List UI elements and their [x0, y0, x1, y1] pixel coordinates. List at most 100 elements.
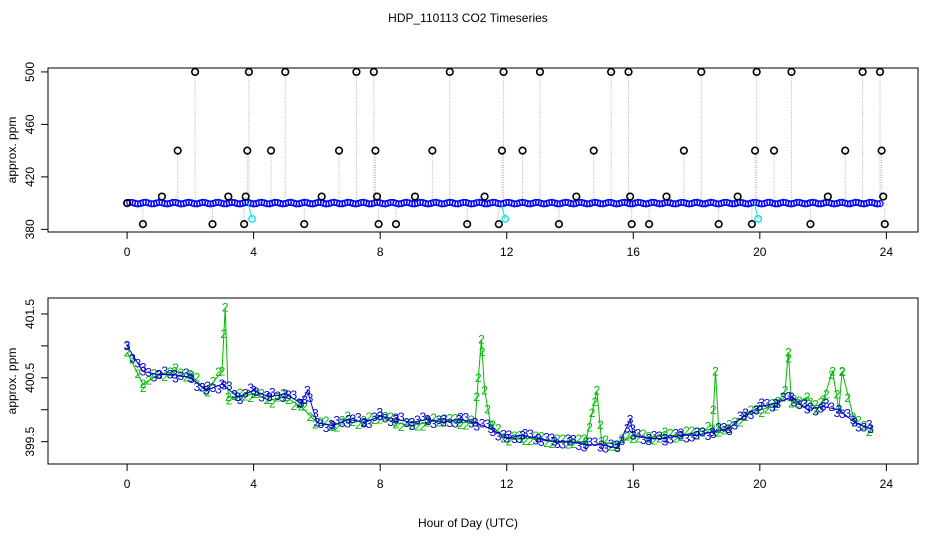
- series-2-point: 2: [424, 416, 431, 430]
- bot-xtick-label: 20: [753, 477, 767, 491]
- spike-point: [747, 220, 757, 229]
- series-3-point: 3: [140, 364, 147, 378]
- spike-point: [191, 67, 200, 77]
- top-xtick-label: 16: [627, 245, 641, 259]
- series-3-glyph: 3: [801, 397, 808, 411]
- bot-ytick-label: 400.5: [23, 362, 37, 392]
- spike-point: [463, 220, 472, 229]
- series-3-point: 3: [788, 390, 795, 404]
- series-3-glyph: 3: [495, 429, 502, 443]
- series-3-glyph: 3: [231, 388, 238, 402]
- series-3-glyph: 3: [500, 427, 507, 441]
- series-2-point: 2: [282, 390, 289, 404]
- series-2-glyph: 2: [242, 389, 249, 403]
- series-3-glyph: 3: [409, 419, 416, 433]
- spike-point: [371, 146, 380, 155]
- spike-point: [173, 146, 182, 155]
- baseline-point: [763, 199, 771, 207]
- spike-point: [875, 67, 885, 77]
- baseline-point: [255, 199, 263, 207]
- series-2-glyph: 2: [592, 395, 599, 409]
- series-3-glyph: 3: [457, 411, 464, 425]
- series-3-point: 3: [203, 384, 210, 398]
- series-2-glyph: 2: [274, 390, 281, 404]
- series-2-glyph: 2: [457, 418, 464, 432]
- spike-point: [535, 67, 545, 77]
- series-2-glyph: 2: [452, 412, 459, 426]
- series-2-glyph: 2: [403, 416, 410, 430]
- baseline-point: [690, 199, 699, 207]
- series-3-glyph: 3: [694, 425, 701, 439]
- series-3-point: 3: [693, 428, 700, 442]
- series-3-glyph: 3: [586, 435, 593, 449]
- series-2-point: 2: [788, 396, 795, 410]
- series-2-glyph: 2: [339, 413, 346, 427]
- series-2-glyph: 2: [221, 327, 228, 341]
- series-3-glyph: 3: [764, 396, 771, 410]
- spike-point: [644, 220, 654, 229]
- spike-point: [445, 67, 454, 77]
- series-3-glyph: 3: [468, 417, 475, 431]
- series-3-glyph: 3: [382, 412, 389, 426]
- panel-bottom-xlabel: Hour of Day (UTC): [418, 516, 518, 530]
- series-3-point: 3: [393, 412, 400, 426]
- series-3-glyph: 3: [172, 372, 179, 386]
- series-2-glyph: 2: [129, 352, 136, 366]
- series-3-glyph: 3: [866, 418, 873, 432]
- series-2-point: 2: [124, 345, 131, 359]
- bot-xtick-label: 0: [124, 477, 131, 491]
- series-2-glyph: 2: [371, 413, 378, 427]
- bot-xtick-label: 12: [500, 477, 514, 491]
- spike-point: [391, 220, 401, 229]
- series-2-glyph: 2: [576, 432, 583, 446]
- series-2-glyph: 2: [731, 415, 738, 429]
- series-2-glyph: 2: [473, 390, 480, 404]
- series-2-point: 2: [709, 422, 716, 436]
- series-3-glyph: 3: [602, 441, 609, 455]
- spike-point: [494, 220, 503, 229]
- series-3-point: 3: [424, 412, 431, 426]
- spike-point: [497, 146, 507, 155]
- baseline-point: [306, 200, 314, 208]
- series-3-glyph: 3: [791, 395, 798, 409]
- series-2-point: 2: [266, 393, 273, 407]
- spike-point: [352, 67, 361, 77]
- series-3-glyph: 3: [818, 401, 825, 415]
- series-3-glyph: 3: [543, 431, 550, 445]
- series-3-glyph: 3: [366, 417, 373, 431]
- spike-point: [300, 220, 309, 229]
- bot-xtick-label: 4: [250, 477, 257, 491]
- series-3-point: 3: [282, 387, 289, 401]
- series-2-glyph: 2: [237, 386, 244, 400]
- series-2-glyph: 2: [420, 420, 427, 434]
- series-2-glyph: 2: [645, 429, 652, 443]
- top-ytick-label: 500: [23, 62, 37, 82]
- series-2-glyph: 2: [312, 417, 319, 431]
- spike-point: [240, 220, 249, 229]
- series-3-glyph: 3: [377, 406, 384, 420]
- series-3-glyph: 3: [285, 388, 292, 402]
- baseline-point: [139, 199, 147, 207]
- series-3-glyph: 3: [425, 414, 432, 428]
- chart-title: HDP_110113 CO2 Timeseries: [388, 11, 548, 25]
- series-2-glyph: 2: [753, 403, 760, 417]
- series-2-glyph: 2: [850, 410, 857, 424]
- series-3-glyph: 3: [532, 433, 539, 447]
- bot-ytick-label: 399.5: [23, 426, 37, 456]
- series-2-point: 2: [187, 368, 194, 382]
- spike-point: [428, 146, 437, 155]
- series-2-point: 2: [250, 387, 257, 401]
- series-2-glyph: 2: [382, 409, 389, 423]
- series-2-glyph: 2: [140, 381, 147, 395]
- start-point: [122, 199, 132, 208]
- baseline-point: [276, 199, 284, 208]
- series-2-glyph: 2: [135, 367, 142, 381]
- series-3-glyph: 3: [678, 426, 685, 440]
- series-2-point: 2: [408, 419, 415, 433]
- series-2-point: 2: [614, 438, 621, 452]
- baseline-point: [610, 199, 618, 207]
- spike-point: [662, 192, 671, 201]
- series-2-glyph: 2: [489, 418, 496, 432]
- series-3-glyph: 3: [737, 409, 744, 423]
